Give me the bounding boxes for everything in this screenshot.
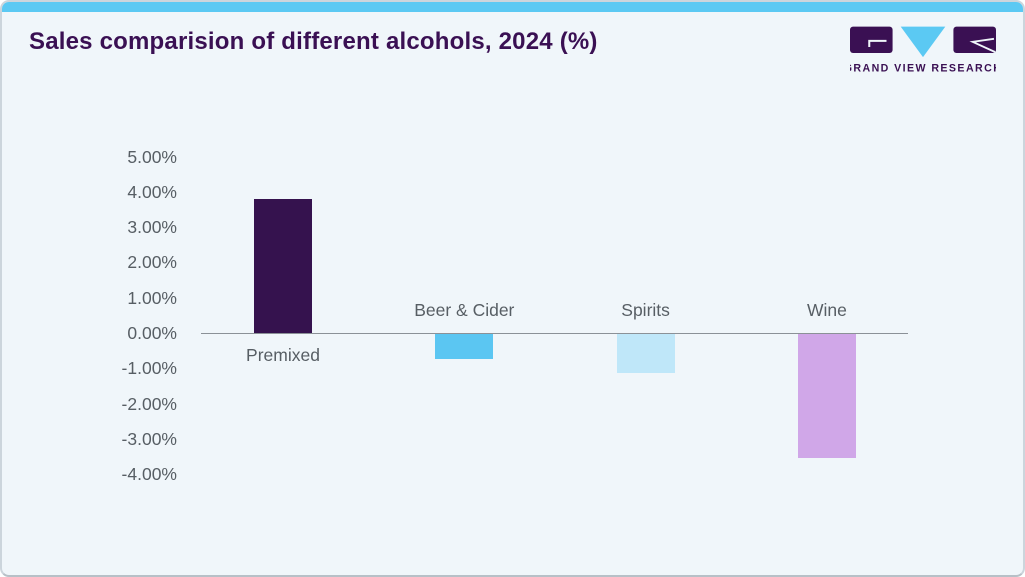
logo-r-block [953, 26, 996, 54]
logo-g-notch [868, 39, 887, 47]
y-tick-label: 0.00% [127, 323, 177, 343]
y-tick-label: 2.00% [127, 252, 177, 273]
category-label-wine: Wine [806, 300, 847, 320]
category-label-spirits: Spirits [621, 300, 670, 320]
y-tick-label: 4.00% [127, 181, 177, 202]
logo-text: GRAND VIEW RESEARCH [850, 62, 996, 74]
y-tick-label: 5.00% [127, 146, 177, 167]
page-title: Sales comparision of different alcohols,… [29, 28, 598, 55]
bar-spirits [616, 334, 675, 373]
y-tick-label: -3.00% [121, 428, 177, 449]
zero-axis-line [201, 332, 908, 334]
category-label-premixed: Premixed [246, 345, 320, 365]
y-tick-label: 3.00% [127, 217, 177, 238]
bar-beer-cider [435, 334, 494, 359]
logo-v-icon [900, 26, 946, 58]
bar-wine [797, 334, 856, 458]
gvr-logo: GRAND VIEW RESEARCH [844, 26, 1001, 76]
category-label-beer-cider: Beer & Cider [414, 300, 515, 320]
y-tick-label: -4.00% [121, 464, 177, 485]
y-tick-label: -2.00% [121, 393, 177, 414]
logo-g-block [850, 26, 893, 54]
y-tick-label: -1.00% [121, 358, 177, 379]
logo-r-notch [969, 37, 996, 53]
top-accent-bar [2, 2, 1023, 12]
bar-premixed [254, 198, 312, 333]
gvr-logo-graphic: GRAND VIEW RESEARCH [844, 26, 1001, 74]
y-tick-label: 1.00% [127, 287, 177, 308]
